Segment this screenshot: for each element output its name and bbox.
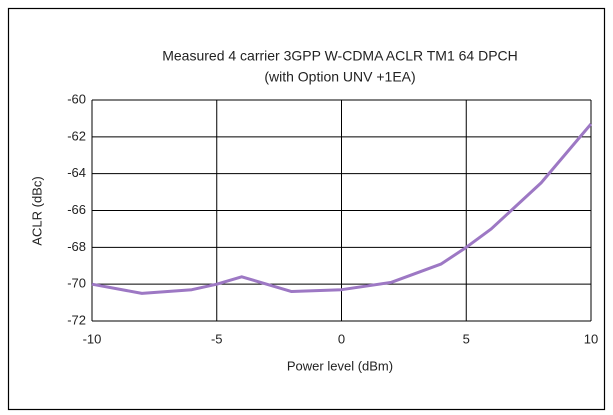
y-tick-label: -68: [67, 239, 86, 254]
chart-subtitle: (with Option UNV +1EA): [264, 69, 415, 85]
y-tick-label: -64: [67, 165, 86, 180]
x-tick-label: 10: [584, 331, 598, 346]
chart-title: Measured 4 carrier 3GPP W-CDMA ACLR TM1 …: [162, 48, 518, 64]
frame: [7, 7, 606, 411]
x-tick-label: -5: [211, 331, 223, 346]
y-tick-label: -62: [67, 128, 86, 143]
x-tick-label: 0: [338, 331, 345, 346]
y-axis-label: ACLR (dBc): [29, 176, 44, 245]
x-tick-label: -10: [83, 331, 102, 346]
y-tick-label: -66: [67, 202, 86, 217]
y-tick-label: -60: [67, 91, 86, 106]
x-axis-label: Power level (dBm): [287, 358, 393, 373]
y-tick-label: -72: [67, 312, 86, 327]
y-tick-label: -70: [67, 276, 86, 291]
data-line: [91, 122, 593, 295]
x-tick-label: 5: [463, 331, 470, 346]
